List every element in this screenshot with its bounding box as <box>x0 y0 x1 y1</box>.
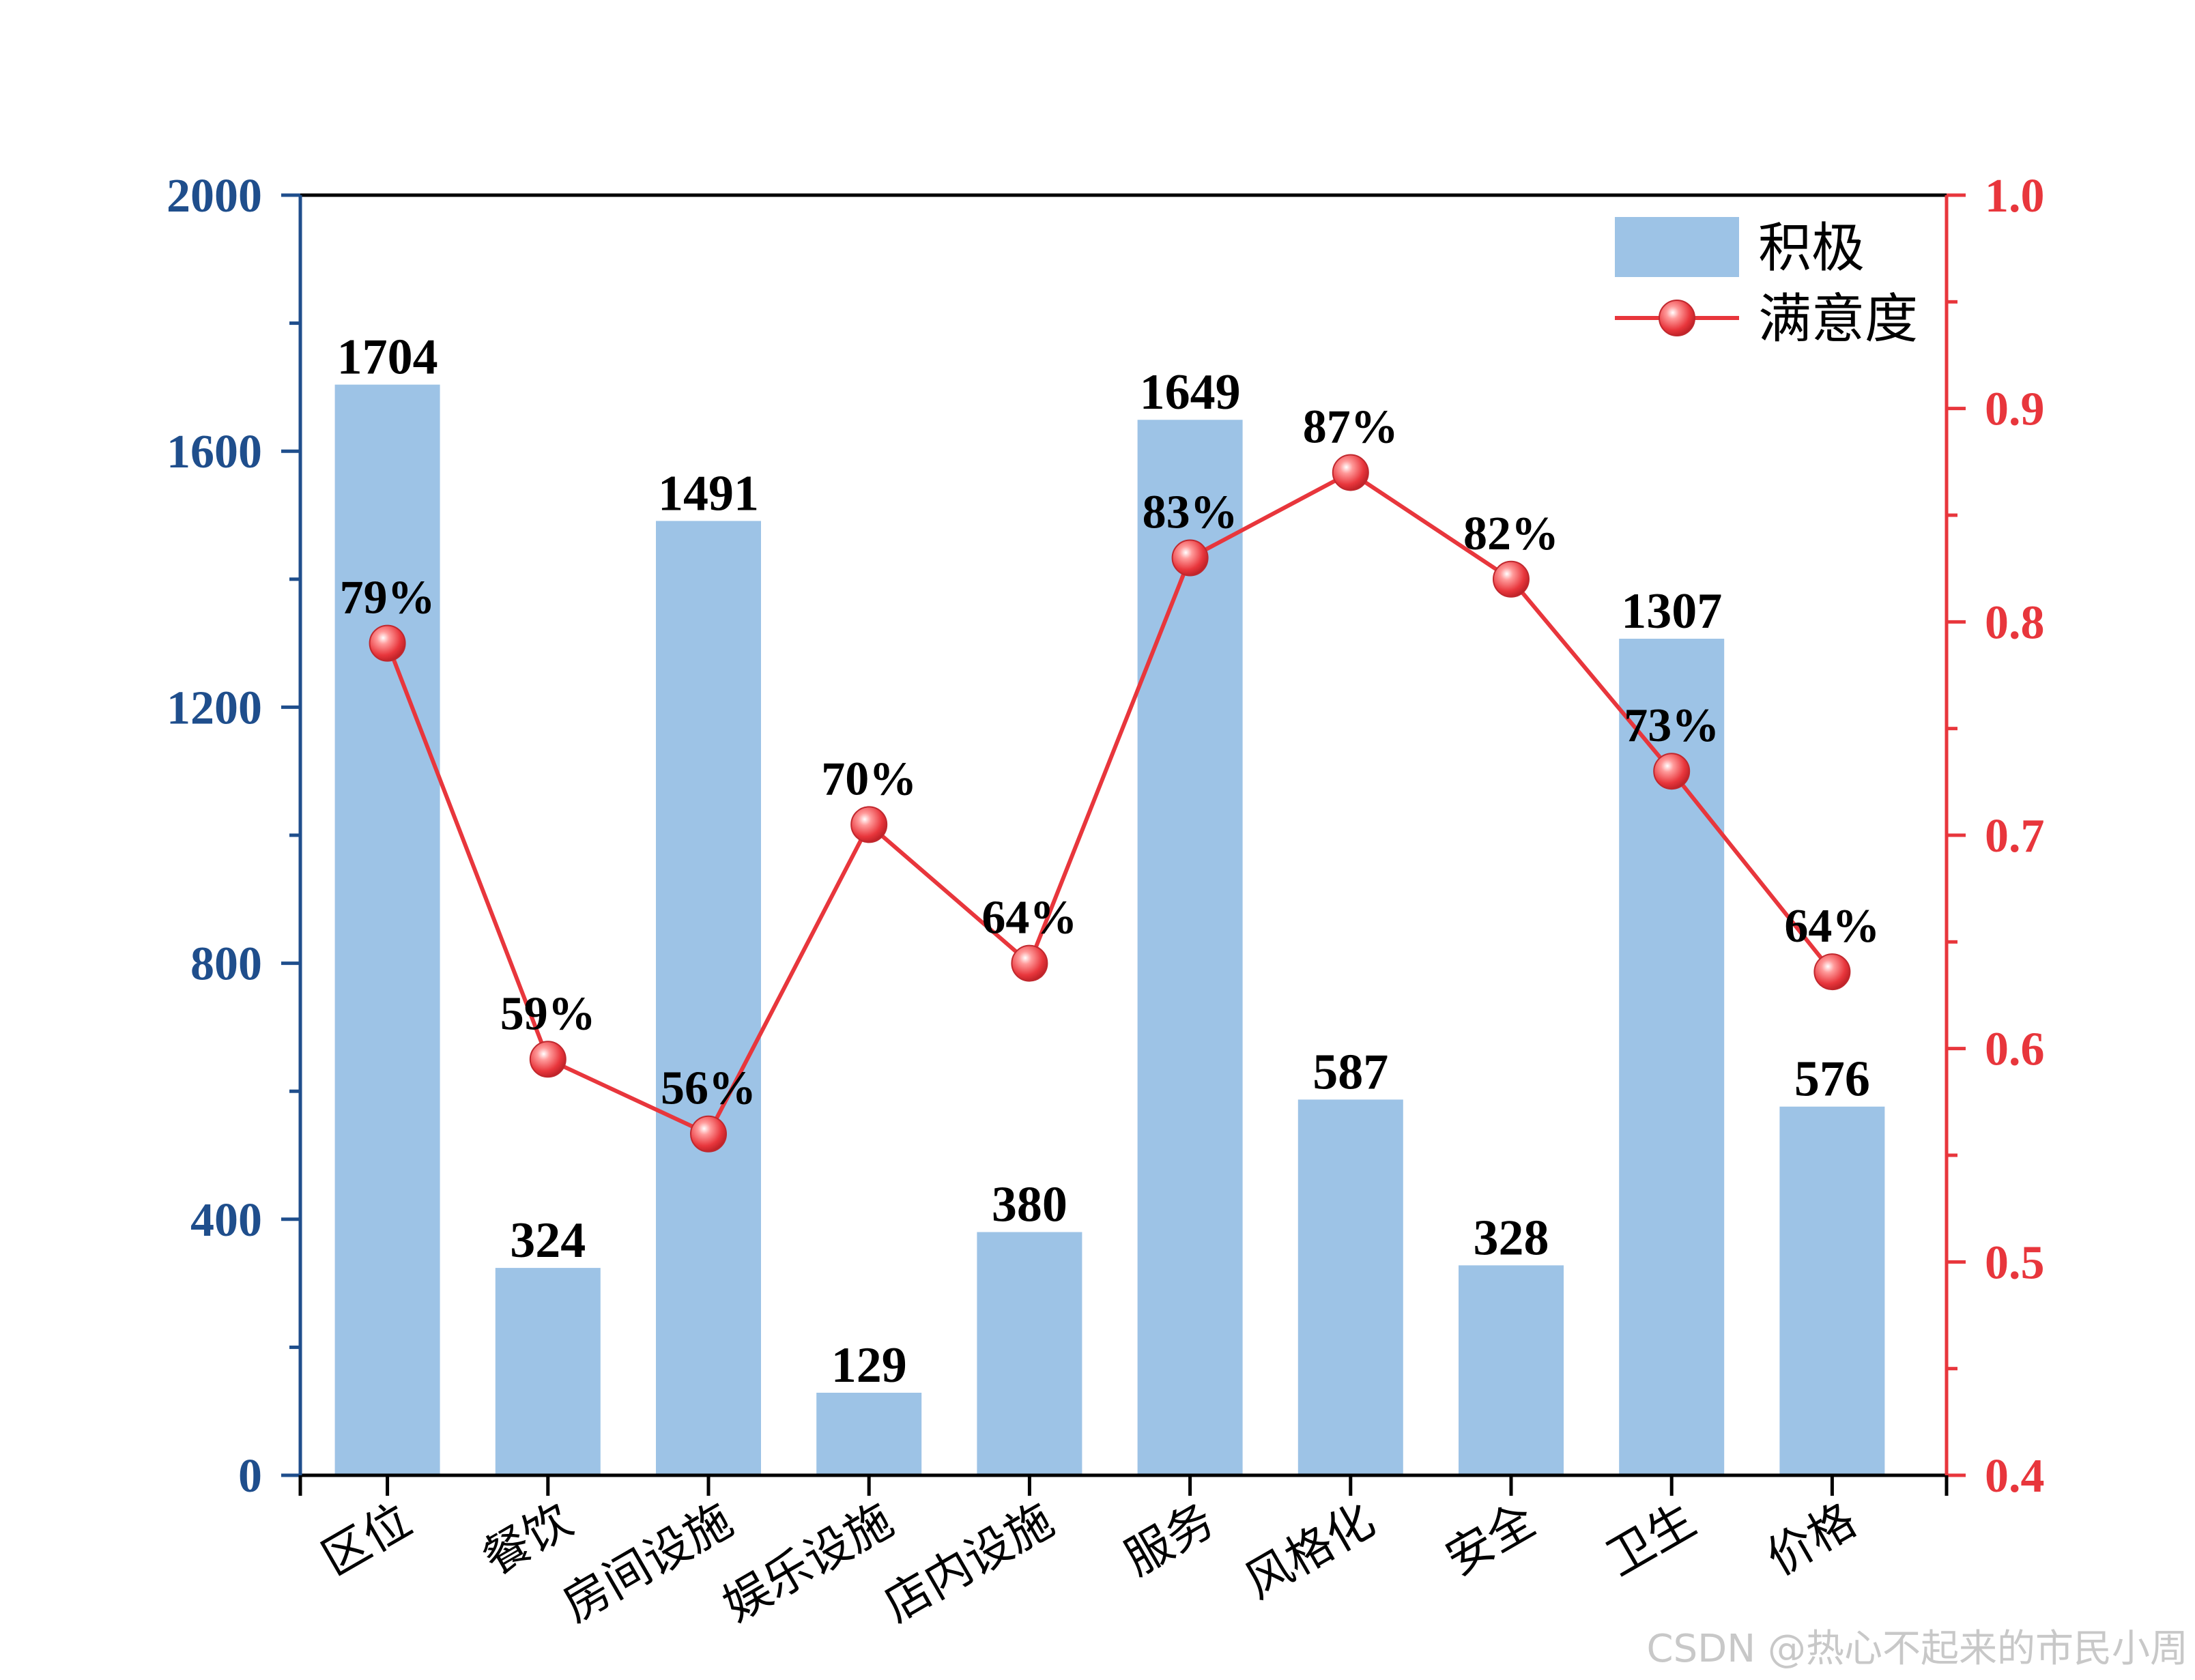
x-tick-label: 餐饮 <box>474 1493 581 1586</box>
line-marker-价格 <box>1813 953 1851 991</box>
y-right-tick-label: 0.8 <box>1985 596 2045 649</box>
line-value-label: 87% <box>1303 401 1398 453</box>
y-right-tick-label: 0.5 <box>1985 1236 2045 1289</box>
line-value-label: 64% <box>981 892 1077 944</box>
data-labels: 1704 324 1491 129 380 1649 587 328 1307 576 79% 59%… <box>337 330 1880 1393</box>
line-value-label: 82% <box>1463 508 1559 560</box>
legend-line-label: 满意度 <box>1758 289 1918 350</box>
x-tick-label: 房间设施 <box>554 1493 741 1632</box>
line-marker-风格化 <box>1332 454 1369 491</box>
line-marker-安全 <box>1493 560 1530 598</box>
x-tick-label: 安全 <box>1437 1493 1544 1586</box>
x-tick-label: 风格化 <box>1236 1493 1383 1609</box>
y-left-tick-label: 1600 <box>167 426 262 478</box>
x-tick-label: 价格 <box>1758 1493 1865 1586</box>
bar-value-label: 1649 <box>1140 364 1241 420</box>
legend-bar-swatch <box>1615 217 1739 277</box>
bar-娱乐设施 <box>816 1392 922 1475</box>
satisfaction-line <box>385 470 1834 1136</box>
x-tick-label: 服务 <box>1116 1493 1223 1586</box>
line-value-label: 79% <box>340 572 435 624</box>
line-marker-服务 <box>1171 539 1209 577</box>
x-tick-label: 店内设施 <box>875 1493 1063 1632</box>
line-marker-卫生 <box>1653 753 1691 790</box>
bar-value-label: 380 <box>992 1177 1067 1233</box>
bar-value-label: 328 <box>1474 1210 1549 1266</box>
bar-value-label: 1704 <box>337 330 438 386</box>
x-tick-label: 区位 <box>313 1493 420 1586</box>
y-left-tick-label: 2000 <box>167 170 262 222</box>
bar-房间设施 <box>656 521 761 1475</box>
line-marker-娱乐设施 <box>850 806 888 843</box>
line-marker-房间设施 <box>690 1115 727 1153</box>
legend-marker-swatch <box>1659 300 1695 336</box>
axes: 0 400 800 1200 1600 2000 0.4 0.5 0.6 0.7 0.8 0.9 1.0… <box>167 170 2045 1633</box>
line-value-label: 83% <box>1143 487 1238 539</box>
bar-安全 <box>1459 1265 1564 1475</box>
line-value-label: 56% <box>661 1062 756 1115</box>
bar-value-label: 129 <box>831 1337 907 1393</box>
y-right-tick-label: 1.0 <box>1985 170 2045 222</box>
y-left-tick-label: 0 <box>238 1450 262 1503</box>
line-value-label: 64% <box>1784 900 1880 953</box>
line-marker-餐饮 <box>529 1041 566 1078</box>
y-left-tick-label: 800 <box>190 938 262 991</box>
bar-value-label: 587 <box>1312 1044 1388 1100</box>
y-right-tick-label: 0.6 <box>1985 1024 2045 1076</box>
y-left-tick-label: 1200 <box>167 682 262 734</box>
line-series <box>369 454 1851 1153</box>
bar-value-label: 1491 <box>658 465 759 521</box>
bar-餐饮 <box>495 1268 601 1475</box>
legend-bar-label: 积极 <box>1758 218 1865 279</box>
line-marker-区位 <box>369 624 406 662</box>
bar-价格 <box>1779 1106 1885 1475</box>
bar-服务 <box>1137 420 1243 1475</box>
bar-店内设施 <box>977 1232 1082 1475</box>
bar-value-label: 576 <box>1794 1052 1870 1107</box>
y-right-tick-label: 0.7 <box>1985 810 2045 863</box>
x-tick-label: 卫生 <box>1597 1493 1704 1586</box>
bar-series <box>334 384 1885 1476</box>
y-left-tick-label: 400 <box>190 1194 262 1247</box>
watermark-text: CSDN @热心不起来的市民小周 <box>1646 1627 2188 1671</box>
line-marker-店内设施 <box>1011 944 1048 982</box>
bar-value-label: 324 <box>510 1213 586 1269</box>
bar-区位 <box>334 384 440 1476</box>
y-right-tick-label: 0.9 <box>1985 383 2045 436</box>
line-value-label: 73% <box>1624 699 1719 752</box>
line-value-label: 59% <box>500 987 596 1040</box>
bar-value-label: 1307 <box>1621 583 1722 639</box>
bar-风格化 <box>1297 1099 1403 1475</box>
y-right-tick-label: 0.4 <box>1985 1450 2045 1503</box>
x-tick-label: 娱乐设施 <box>715 1493 902 1632</box>
line-value-label: 70% <box>821 753 917 805</box>
